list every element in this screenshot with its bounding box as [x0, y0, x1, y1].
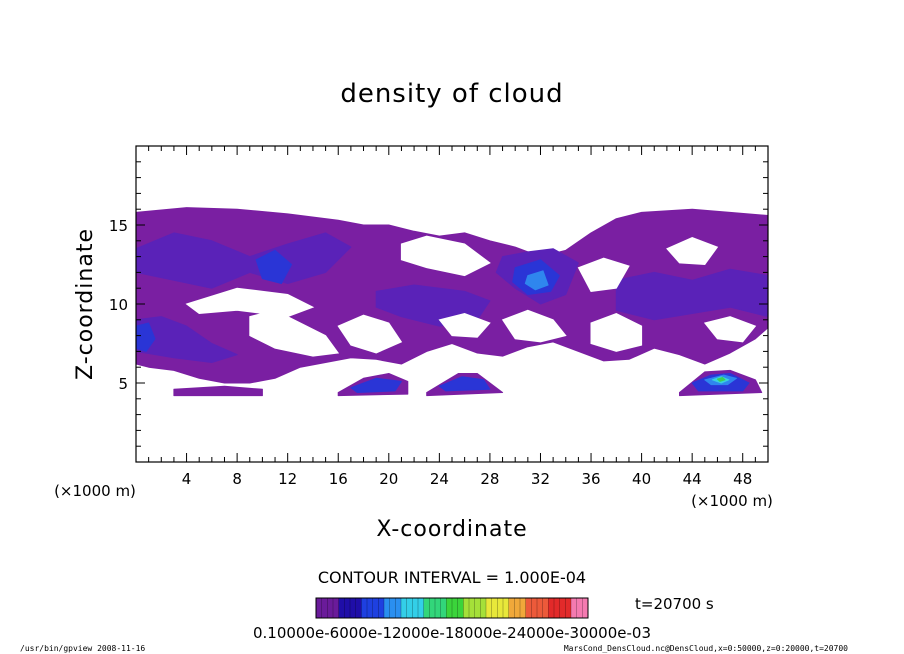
- x-tick-label: 28: [480, 470, 499, 488]
- colorbar-swatch: [429, 598, 436, 618]
- x-tick-label: 24: [430, 470, 449, 488]
- colorbar-swatch: [497, 598, 504, 618]
- colorbar-swatch: [435, 598, 441, 618]
- y-axis-ticks: 5 10 15: [109, 161, 768, 447]
- clear-sky-gap: [577, 257, 630, 292]
- colorbar-swatch: [412, 598, 419, 618]
- colorbar-swatch: [469, 598, 475, 618]
- clear-sky-gap: [185, 287, 315, 318]
- clear-sky-gap: [438, 312, 491, 338]
- contour-region-dense: [350, 377, 402, 393]
- colorbar-swatch: [316, 598, 322, 618]
- y-tick-label: 5: [118, 375, 128, 393]
- x-unit-left-label: (×1000 m): [54, 482, 136, 500]
- x-axis-label: X-coordinate: [376, 517, 527, 542]
- contour-region-mid: [136, 232, 352, 289]
- colorbar-swatch: [367, 598, 373, 618]
- colorbar-swatch: [423, 598, 430, 618]
- contour-region-mid: [136, 316, 238, 363]
- contour-region-base: [173, 385, 263, 397]
- footer-right-text: MarsCond_DensCloud.nc@DensCloud,x=0:5000…: [564, 644, 848, 653]
- colorbar-swatch: [406, 598, 413, 618]
- colorbar-swatch: [344, 598, 351, 618]
- colorbar-swatch: [395, 598, 402, 618]
- x-tick-label: 12: [278, 470, 297, 488]
- colorbar-swatch: [582, 598, 589, 618]
- colorbar-swatch: [503, 598, 509, 618]
- contour-region-dense: [136, 322, 156, 352]
- y-axis-label: Z-coordinate: [73, 228, 98, 380]
- colorbar-swatch: [531, 598, 538, 618]
- colorbar-tick-labels: 0.10000e-6000e-12000e-18000e-24000e-3000…: [253, 624, 651, 642]
- colorbar-swatch: [321, 598, 328, 618]
- x-axis-ticks: 4 8 12 16 20 24 28 32 36 40 44 48: [148, 146, 756, 488]
- clear-sky-gap: [703, 316, 757, 343]
- x-tick-label: 32: [531, 470, 550, 488]
- clear-sky-gap: [337, 314, 403, 354]
- colorbar-swatch: [333, 598, 339, 618]
- colorbar-swatch: [559, 598, 566, 618]
- x-tick-label: 20: [379, 470, 398, 488]
- colorbar: [316, 598, 589, 618]
- clear-sky-gap: [501, 309, 567, 343]
- colorbar-swatch: [457, 598, 464, 618]
- colorbar-swatch: [350, 598, 356, 618]
- colorbar-swatch: [554, 598, 560, 618]
- clear-sky-gap: [590, 312, 643, 352]
- colorbar-swatch: [514, 598, 521, 618]
- contour-region-dense: [438, 376, 491, 392]
- colorbar-swatch: [372, 598, 379, 618]
- colorbar-swatch: [389, 598, 396, 618]
- x-tick-label: 16: [329, 470, 348, 488]
- chart-title: density of cloud: [340, 79, 563, 109]
- colorbar-swatch: [565, 598, 572, 618]
- contour-fill-layer: [136, 207, 768, 397]
- contour-interval-text: CONTOUR INTERVAL = 1.000E-04: [318, 568, 586, 587]
- colorbar-swatch: [542, 598, 549, 618]
- colorbar-swatch: [486, 598, 492, 618]
- colorbar-swatch: [361, 598, 368, 618]
- clear-sky-gap: [400, 235, 491, 277]
- colorbar-swatch: [401, 598, 407, 618]
- colorbar-swatch: [491, 598, 498, 618]
- footer-left-text: /usr/bin/gpview 2008-11-16: [20, 644, 145, 653]
- colorbar-swatch: [571, 598, 577, 618]
- colorbar-swatch: [525, 598, 532, 618]
- colorbar-swatch: [327, 598, 334, 618]
- colorbar-swatch: [548, 598, 555, 618]
- colorbar-swatch: [576, 598, 583, 618]
- x-tick-label: 36: [581, 470, 600, 488]
- x-tick-label: 44: [683, 470, 702, 488]
- contour-region-core: [524, 270, 549, 291]
- contour-region-dense: [255, 249, 292, 284]
- contour-region-mid: [615, 268, 768, 321]
- contour-region-green: [716, 377, 726, 382]
- clear-sky-gap: [249, 309, 340, 357]
- x-tick-label: 8: [232, 470, 242, 488]
- colorbar-swatch: [452, 598, 458, 618]
- colorbar-swatch: [338, 598, 345, 618]
- time-label: t=20700 s: [635, 595, 714, 613]
- x-unit-right-label: (×1000 m): [691, 492, 773, 510]
- colorbar-swatch: [446, 598, 453, 618]
- x-tick-label: 40: [632, 470, 651, 488]
- colorbar-swatch: [480, 598, 487, 618]
- colorbar-swatch: [520, 598, 526, 618]
- y-tick-label: 15: [109, 217, 128, 235]
- colorbar-swatch: [537, 598, 543, 618]
- x-tick-label: 48: [733, 470, 752, 488]
- y-tick-label: 10: [109, 296, 128, 314]
- colorbar-swatch: [355, 598, 362, 618]
- colorbar-swatch: [463, 598, 470, 618]
- x-tick-label: 4: [182, 470, 192, 488]
- colorbar-swatch: [508, 598, 515, 618]
- clear-sky-gap: [666, 237, 719, 266]
- colorbar-swatch: [378, 598, 385, 618]
- colorbar-frame: [315, 597, 589, 619]
- colorbar-swatch: [418, 598, 424, 618]
- colorbar-swatch: [440, 598, 447, 618]
- colorbar-swatch: [384, 598, 390, 618]
- colorbar-swatch: [474, 598, 481, 618]
